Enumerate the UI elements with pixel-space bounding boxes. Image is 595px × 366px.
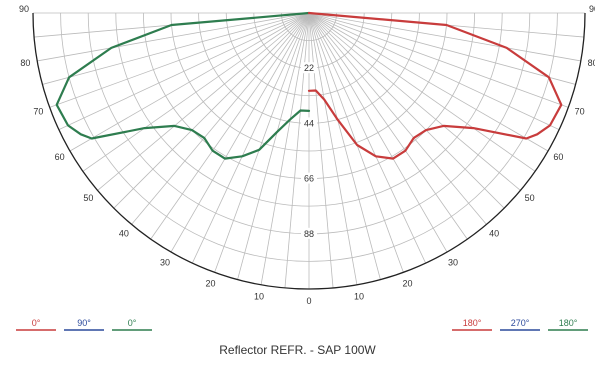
curves <box>55 11 563 160</box>
angle-tick-label: 30 <box>160 257 170 267</box>
grid-spoke <box>191 12 310 264</box>
grid-spoke <box>308 12 576 85</box>
grid-spoke <box>308 12 521 191</box>
grid-spoke <box>308 12 505 209</box>
grid-spoke <box>58 12 310 131</box>
grid-spoke <box>308 12 334 288</box>
grid-spoke <box>308 12 581 62</box>
radial-tick-bg <box>301 172 317 184</box>
radial-tick-bg <box>301 117 317 129</box>
series-line-left <box>55 11 311 160</box>
grid-spoke <box>308 12 560 131</box>
angle-tick-label: 60 <box>553 152 563 162</box>
angle-tick-label: 30 <box>448 257 458 267</box>
angle-tick-label: 80 <box>588 58 595 68</box>
angle-tick-label: 50 <box>525 193 535 203</box>
angle-tick-label: 10 <box>254 292 264 302</box>
grid-spoke <box>113 12 310 209</box>
angle-tick-label: 50 <box>83 193 93 203</box>
angle-tick-label: 40 <box>119 229 129 239</box>
grid-spoke <box>97 12 310 191</box>
angle-tick-label: 80 <box>20 58 30 68</box>
legend-right-label: 180° <box>559 318 578 328</box>
legend-left-label: 90° <box>77 318 91 328</box>
angle-tick-label: 90 <box>19 4 29 14</box>
radial-tick-label: 22 <box>304 63 314 73</box>
grid-spoke <box>214 12 310 273</box>
grid-spoke <box>42 12 310 85</box>
grid-spoke <box>308 12 358 285</box>
grid-spoke <box>49 12 310 108</box>
grid-spoke <box>150 12 310 240</box>
grid-spoke <box>170 12 310 253</box>
radial-tick-label: 88 <box>304 229 314 239</box>
legend-left-label: 0° <box>128 318 137 328</box>
radial-tick-label: 44 <box>304 118 314 128</box>
angle-tick-label: 40 <box>489 229 499 239</box>
angle-tick-label: 0 <box>306 296 311 306</box>
grid-spoke <box>308 12 381 280</box>
labels: 22 44 66 88 90 80 70 60 50 40 30 20 10 0 10 20 30 40 50 60 7… <box>19 4 595 306</box>
angle-tick-label: 70 <box>33 107 43 117</box>
legend-left-label: 0° <box>32 318 41 328</box>
grid-spoke <box>260 12 310 285</box>
angle-tick-label: 70 <box>575 107 585 117</box>
legend: 0° 90° 0° 180° 270° 180° <box>16 318 588 331</box>
grid-spoke <box>69 12 310 152</box>
grid-spoke <box>82 12 310 172</box>
series-line-right <box>307 11 563 160</box>
legend-right-label: 270° <box>511 318 530 328</box>
angle-tick-label: 20 <box>205 279 215 289</box>
grid-spoke <box>308 12 536 172</box>
radial-tick-bg <box>301 227 317 239</box>
legend-right-label: 180° <box>463 318 482 328</box>
radial-tick-bg <box>301 62 317 74</box>
chart-subtitle: Reflector REFR. - SAP 100W <box>219 343 376 357</box>
angle-tick-label: 10 <box>354 292 364 302</box>
grid-spoke <box>308 12 569 108</box>
angle-tick-label: 60 <box>55 152 65 162</box>
angle-tick-label: 90 <box>589 4 595 14</box>
grid-spoke <box>308 12 468 240</box>
grid-spoke <box>308 12 427 264</box>
radial-tick-label: 66 <box>304 174 314 184</box>
grid-spoke <box>237 12 310 280</box>
grid-spoke <box>308 12 487 225</box>
grid-spoke <box>308 12 549 152</box>
outer-boundary <box>32 12 586 290</box>
grid-spoke <box>308 12 448 253</box>
grid-spoke <box>37 12 310 62</box>
grid-spoke <box>284 12 310 288</box>
grid-spoke <box>131 12 310 225</box>
polar-grid <box>32 12 586 290</box>
angle-tick-label: 20 <box>402 279 412 289</box>
